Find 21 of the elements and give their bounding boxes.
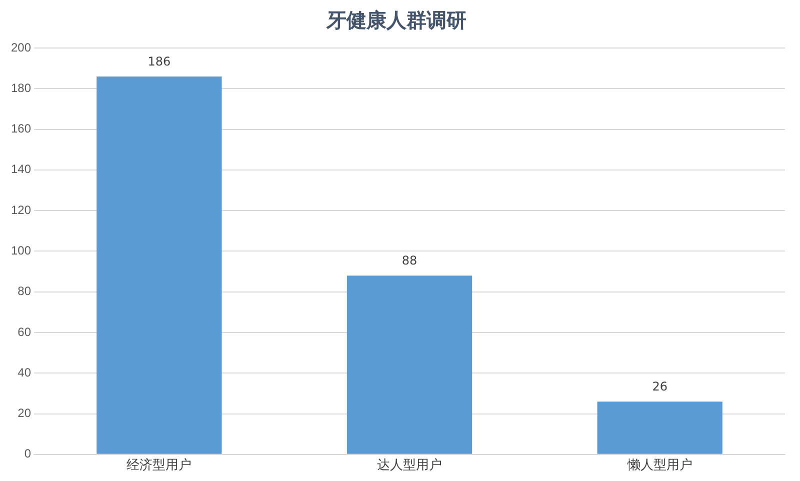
y-tick-label: 60: [18, 324, 32, 339]
data-label: 88: [402, 254, 418, 268]
x-tick-label: 懒人型用户: [626, 456, 692, 472]
chart-title: 牙健康人群调研: [326, 9, 466, 32]
y-tick-label: 100: [10, 244, 32, 258]
bar: [346, 276, 472, 454]
x-tick-label: 经济型用户: [126, 456, 192, 472]
y-tick-label: 140: [10, 162, 32, 176]
y-tick-label: 160: [10, 122, 32, 136]
x-tick-label: 达人型用户: [377, 456, 442, 472]
y-tick-label: 20: [18, 406, 32, 420]
y-tick-label: 0: [24, 446, 32, 461]
bar: [96, 76, 222, 454]
data-label: 26: [652, 380, 668, 394]
bar: [597, 402, 722, 454]
y-tick-label: 120: [10, 202, 32, 217]
data-label: 186: [148, 54, 171, 69]
y-tick-label: 180: [10, 80, 32, 95]
y-tick-label: 40: [18, 365, 32, 380]
y-tick-label: 80: [18, 284, 32, 298]
y-tick-label: 200: [10, 40, 32, 54]
